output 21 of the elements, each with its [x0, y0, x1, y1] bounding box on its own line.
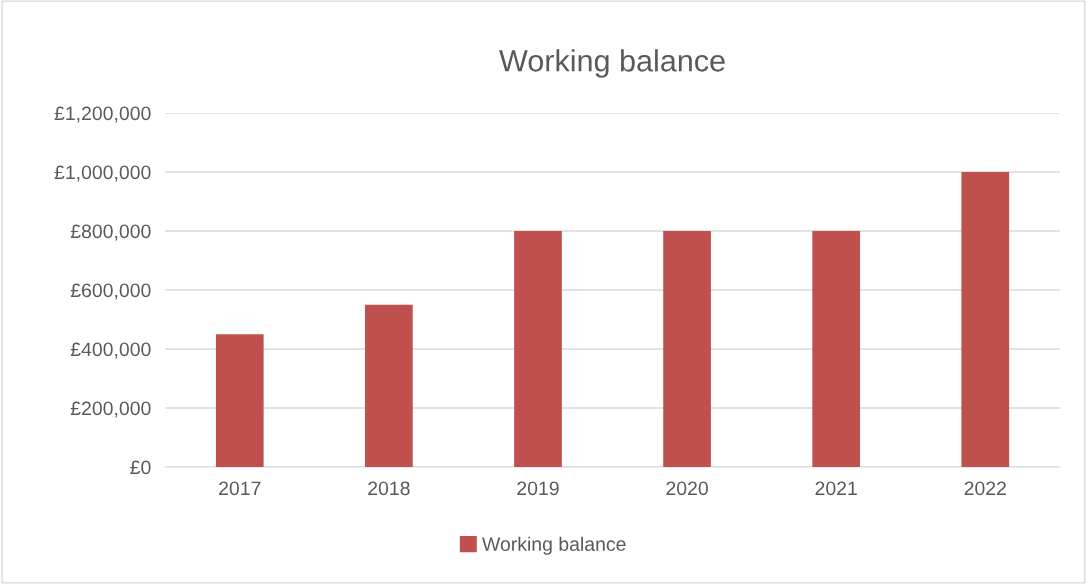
x-tick-label: 2019 [517, 481, 559, 496]
x-tick-label: 2017 [219, 481, 261, 496]
bar [365, 304, 413, 468]
y-tick-label: £1,000,000 [54, 165, 151, 182]
x-tick-label: 2018 [368, 481, 410, 496]
chart-title: Working balance [499, 49, 725, 78]
y-tick-label: £800,000 [70, 224, 151, 241]
bar [812, 231, 861, 468]
y-tick-label: £200,000 [70, 401, 151, 418]
bar [514, 231, 562, 468]
x-tick-label: 2022 [964, 481, 1006, 496]
bar [663, 231, 711, 468]
x-tick-label: 2021 [815, 481, 857, 496]
legend-label: Working balance [482, 536, 626, 555]
y-tick-label: £600,000 [70, 283, 151, 300]
y-tick-label: £0 [130, 460, 151, 475]
bar [215, 334, 264, 468]
y-tick-label: £1,200,000 [54, 106, 151, 123]
x-tick-label: 2020 [666, 481, 708, 496]
bar [961, 172, 1010, 468]
y-tick-label: £400,000 [70, 342, 151, 359]
